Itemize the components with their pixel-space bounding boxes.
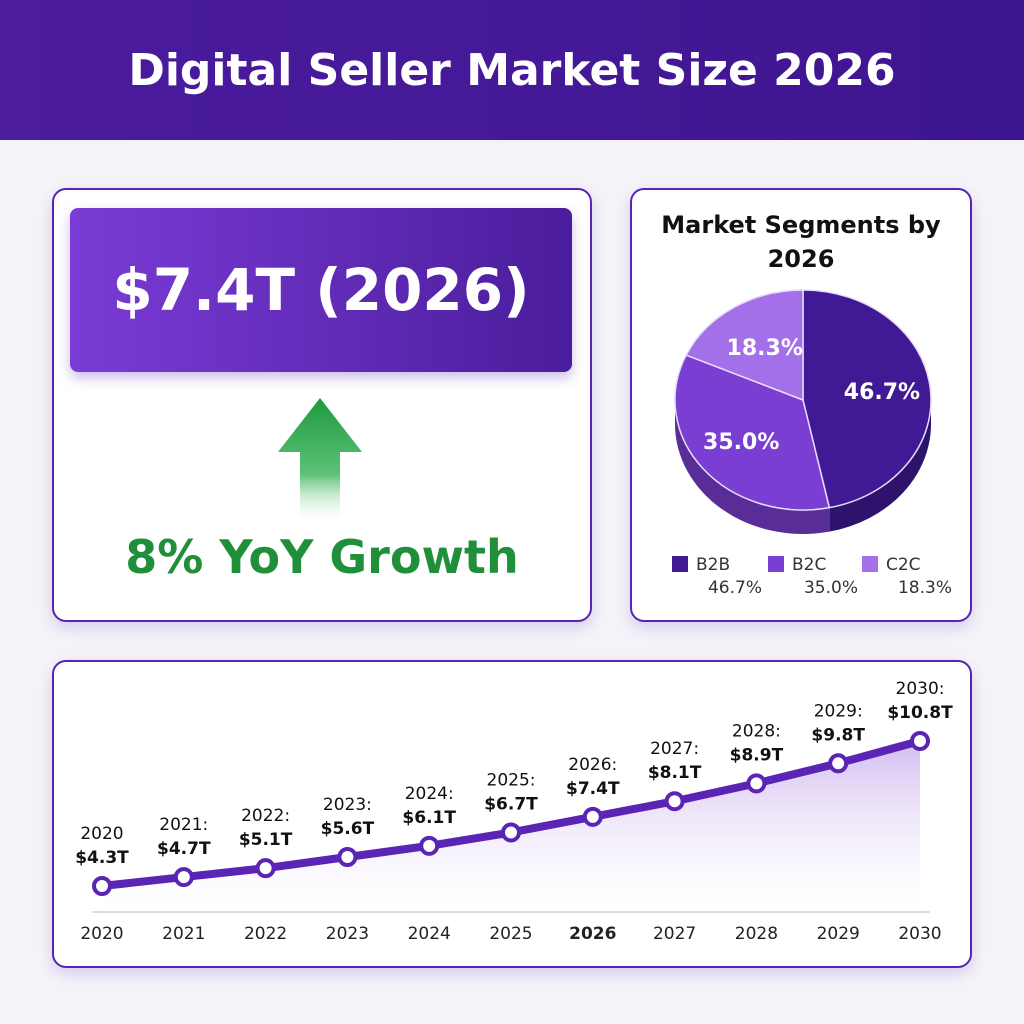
point: [337, 847, 358, 867]
slice-label: 46.7%: [844, 380, 920, 405]
legend-value: 18.3%: [898, 578, 952, 598]
pie-chart: 46.7% 35.0% 18.3% B2B 46.7% B2C 35.0% C2C 18.3%: [672, 289, 952, 598]
x-tick-label: 2025: [489, 924, 532, 944]
legend-label: C2C: [886, 555, 921, 575]
legend-swatch: [862, 556, 878, 572]
pie-side: [675, 400, 830, 534]
pie-title: Market Segments by 2026: [661, 211, 941, 273]
x-tick-label: 2027: [653, 924, 696, 944]
point-value: $10.8T: [887, 703, 953, 723]
point-value: $4.7T: [157, 839, 211, 859]
x-tick-label: 2029: [817, 924, 860, 944]
x-tick-label: 2026: [569, 924, 616, 944]
x-tick-label: 2021: [162, 924, 205, 944]
x-tick-label: 2023: [326, 924, 369, 944]
x-tick-label: 2024: [408, 924, 451, 944]
point-value: $9.8T: [811, 725, 865, 745]
point-year: 2023:: [323, 795, 372, 815]
x-tick-label: 2020: [80, 924, 123, 944]
point: [501, 822, 521, 843]
slice-label: 35.0%: [703, 430, 779, 455]
pie-slice: [674, 354, 831, 511]
point-value: $8.9T: [730, 745, 784, 765]
slice-label: 18.3%: [727, 336, 803, 361]
point-value: $8.1T: [648, 763, 702, 783]
point: [664, 791, 685, 812]
legend-label: B2B: [696, 555, 730, 575]
x-tick-label: 2030: [898, 924, 941, 944]
point: [92, 876, 112, 896]
point: [828, 753, 849, 774]
legend-label: B2C: [792, 555, 826, 575]
pie-side: [829, 400, 931, 532]
point-value: $5.6T: [321, 819, 375, 839]
point-value: $4.3T: [75, 848, 129, 868]
point: [910, 731, 930, 751]
line-area: [102, 741, 920, 912]
growth-text: 8% YoY Growth: [125, 530, 519, 584]
point: [419, 835, 440, 856]
point: [582, 806, 603, 827]
point: [173, 867, 194, 888]
pie-slice: [802, 289, 932, 509]
x-tick-label: 2022: [244, 924, 287, 944]
legend-value: 35.0%: [804, 578, 858, 598]
point-year: 2021:: [159, 815, 208, 835]
legend-swatch: [768, 556, 784, 572]
point-value: $6.7T: [484, 794, 538, 814]
point-year: 2020: [80, 824, 123, 844]
point-year: 2028:: [732, 721, 781, 741]
point: [746, 773, 767, 794]
point-year: 2024:: [405, 784, 454, 804]
point-year: 2022:: [241, 806, 290, 826]
point-year: 2030:: [896, 679, 945, 699]
legend-swatch: [672, 556, 688, 572]
point-year: 2025:: [487, 770, 536, 790]
point-value: $5.1T: [239, 830, 293, 850]
legend-value: 46.7%: [708, 578, 762, 598]
point-year: 2029:: [814, 701, 863, 721]
page-title: Digital Seller Market Size 2026: [0, 0, 1024, 140]
kpi-value: $7.4T (2026): [70, 208, 572, 372]
point-year: 2026:: [568, 755, 617, 775]
line-chart: 2020 $4.3T 2020 2021: $4.7T 2021 2022: $5.1T 202…: [75, 679, 953, 944]
point-value: $7.4T: [566, 779, 620, 799]
point-value: $6.1T: [402, 808, 456, 828]
point: [255, 858, 276, 879]
pie-slice: [685, 289, 804, 402]
x-tick-label: 2028: [735, 924, 778, 944]
point-year: 2027:: [650, 739, 699, 759]
growth-arrow: [278, 398, 362, 525]
